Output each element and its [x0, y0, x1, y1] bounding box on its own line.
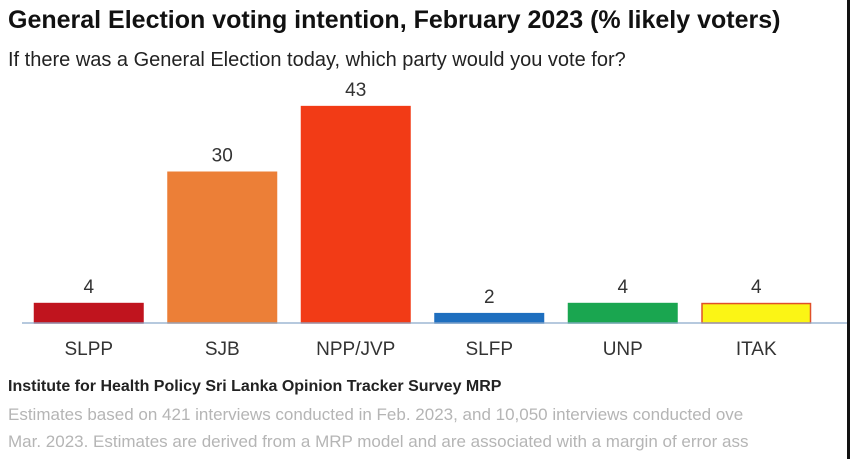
- bar-chart: 4 SLPP 30 SJB 43 NPP/JVP 2 SLFP 4 UNP 4 ITAK: [22, 80, 850, 360]
- data-label-slpp: 4: [83, 277, 94, 298]
- bar-npp-jvp: [300, 105, 411, 324]
- category-label-slpp: SLPP: [64, 339, 113, 360]
- bar-slpp: [33, 302, 144, 324]
- category-label-itak: ITAK: [736, 339, 777, 360]
- data-label-unp: 4: [617, 277, 628, 298]
- bar-slfp: [434, 312, 545, 324]
- category-label-sjb: SJB: [205, 339, 240, 360]
- data-label-slfp: 2: [484, 287, 495, 308]
- methodology-note-line-2: Mar. 2023. Estimates are derived from a …: [8, 432, 749, 451]
- chart-title: General Election voting intention, Febru…: [8, 6, 781, 34]
- data-label-npp-jvp: 43: [345, 80, 366, 101]
- data-label-itak: 4: [751, 277, 762, 298]
- category-label-npp-jvp: NPP/JVP: [316, 339, 395, 360]
- bar-unp: [567, 302, 678, 324]
- category-label-slfp: SLFP: [465, 339, 513, 360]
- chart-subtitle: If there was a General Election today, w…: [8, 49, 626, 71]
- bar-sjb: [167, 171, 278, 324]
- bar-itak: [701, 302, 812, 324]
- category-label-unp: UNP: [603, 339, 643, 360]
- data-label-sjb: 30: [212, 146, 233, 167]
- methodology-note-line-1: Estimates based on 421 interviews conduc…: [8, 405, 744, 424]
- right-border: [847, 0, 850, 459]
- source-credit: Institute for Health Policy Sri Lanka Op…: [8, 378, 502, 395]
